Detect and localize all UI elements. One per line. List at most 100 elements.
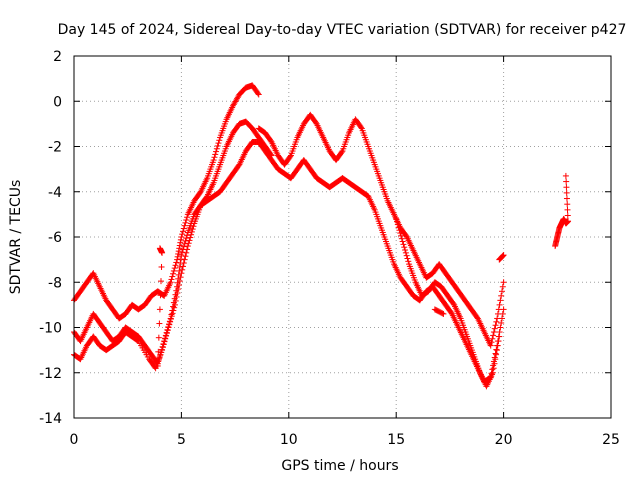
data-point — [182, 253, 189, 260]
data-point — [287, 153, 294, 160]
data-point — [492, 322, 499, 329]
y-tick-label: -14 — [39, 411, 62, 427]
data-point — [180, 225, 187, 232]
series-trace-6 — [552, 172, 572, 250]
x-tick-label: 5 — [177, 432, 186, 448]
data-point — [188, 231, 195, 238]
data-point — [168, 276, 175, 283]
x-tick-label: 20 — [495, 432, 513, 448]
data-point — [181, 256, 188, 263]
data-point — [178, 252, 185, 259]
data-point — [156, 320, 163, 327]
data-point — [488, 339, 495, 346]
data-point — [158, 263, 165, 270]
data-point — [170, 270, 177, 277]
data-point — [167, 279, 174, 286]
data-point — [440, 310, 447, 317]
data-point — [491, 325, 498, 332]
data-point — [173, 259, 180, 266]
data-point — [159, 344, 166, 351]
data-point — [175, 282, 182, 289]
data-point — [397, 230, 404, 237]
data-point — [168, 313, 175, 320]
data-point — [166, 321, 173, 328]
x-axis-label: GPS time / hours — [281, 458, 398, 474]
data-point — [176, 245, 183, 252]
data-point — [156, 306, 163, 313]
data-point — [188, 228, 195, 235]
data-point — [184, 246, 191, 253]
x-tick-labels: 0 5 10 15 20 25 — [70, 432, 620, 448]
data-point — [163, 330, 170, 337]
x-tick-label: 25 — [602, 432, 620, 448]
data-point — [496, 333, 503, 340]
data-point — [179, 231, 186, 238]
data-point — [487, 342, 494, 349]
data-point — [498, 319, 505, 326]
data-point — [159, 347, 166, 354]
data-point — [498, 292, 505, 299]
y-tick-label: -10 — [39, 321, 62, 337]
data-point — [214, 142, 221, 149]
data-point — [176, 242, 183, 249]
series-trace-2 — [71, 118, 275, 367]
x-tick-label: 0 — [70, 432, 79, 448]
data-point — [187, 234, 194, 241]
data-point — [170, 267, 177, 274]
data-point — [185, 240, 192, 247]
data-point — [175, 286, 182, 293]
data-point — [213, 145, 220, 152]
data-point — [181, 222, 188, 229]
data-point — [172, 297, 179, 304]
data-point — [495, 306, 502, 313]
data-point — [405, 258, 412, 265]
data-point — [401, 244, 408, 251]
data-point — [165, 324, 172, 331]
data-point — [562, 172, 569, 179]
data-point — [155, 334, 162, 341]
y-tick-label: -2 — [48, 140, 62, 156]
data-point — [213, 148, 220, 155]
data-point — [184, 243, 191, 250]
data-point — [174, 289, 181, 296]
chart-title: Day 145 of 2024, Sidereal Day-to-day VTE… — [58, 22, 627, 38]
data-point — [180, 263, 187, 270]
data-point — [177, 239, 184, 246]
data-point — [175, 250, 182, 257]
data-point — [189, 226, 196, 233]
data-point — [255, 91, 262, 98]
data-point — [161, 338, 168, 345]
data-point — [167, 318, 174, 325]
data-point — [212, 151, 219, 158]
y-tick-label: -8 — [48, 275, 62, 291]
data-point — [182, 237, 189, 244]
y-tick-label: 2 — [53, 49, 62, 65]
data-point — [175, 248, 182, 255]
data-point — [394, 218, 401, 225]
data-point — [184, 232, 191, 239]
data-point — [167, 316, 174, 323]
data-point — [564, 212, 571, 219]
x-tick-label: 10 — [280, 432, 298, 448]
data-point — [565, 218, 572, 225]
data-point — [190, 223, 197, 230]
data-point — [179, 266, 186, 273]
data-point — [177, 236, 184, 243]
series-trace-5 — [393, 215, 503, 390]
data-point — [563, 189, 570, 196]
data-point — [338, 149, 345, 156]
data-point — [173, 293, 180, 300]
data-point — [216, 137, 223, 144]
data-point — [211, 154, 218, 161]
data-point — [492, 350, 499, 357]
data-point — [177, 256, 184, 263]
data-point — [494, 315, 501, 322]
data-point — [563, 195, 570, 202]
data-point — [182, 219, 189, 226]
data-point — [395, 224, 402, 231]
axis-ticks — [73, 55, 612, 419]
y-tick-label: -6 — [48, 230, 62, 246]
data-point — [177, 274, 184, 281]
data-point — [403, 252, 410, 259]
data-point — [490, 365, 497, 372]
